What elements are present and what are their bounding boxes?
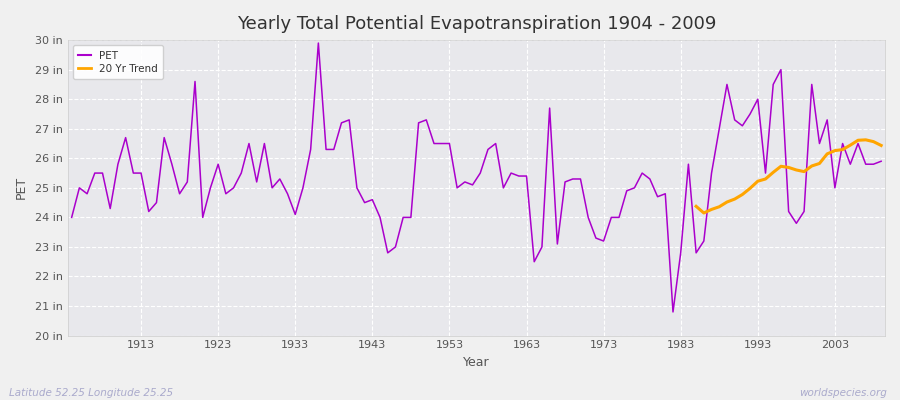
Legend: PET, 20 Yr Trend: PET, 20 Yr Trend [73,45,163,79]
Text: Latitude 52.25 Longitude 25.25: Latitude 52.25 Longitude 25.25 [9,388,173,398]
Title: Yearly Total Potential Evapotranspiration 1904 - 2009: Yearly Total Potential Evapotranspiratio… [237,15,716,33]
Text: worldspecies.org: worldspecies.org [798,388,886,398]
X-axis label: Year: Year [464,356,490,369]
Y-axis label: PET: PET [15,176,28,200]
